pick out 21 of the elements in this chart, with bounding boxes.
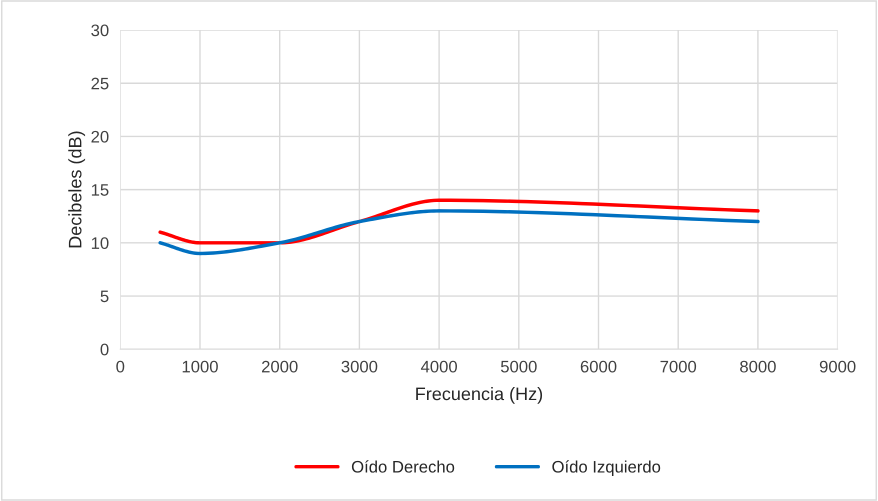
legend-label: Oído Derecho: [352, 460, 454, 473]
x-tick-label: 0: [116, 360, 124, 373]
x-tick-label: 6000: [580, 360, 616, 373]
x-tick-label: 8000: [740, 360, 776, 373]
y-tick-label: 0: [100, 344, 109, 356]
x-tick-label: 9000: [820, 360, 856, 373]
x-tick-label: 7000: [660, 360, 696, 373]
x-axis-title: Frecuencia (Hz): [416, 386, 542, 404]
y-axis-title: Decibeles (dB): [68, 132, 86, 248]
legend-label: Oído Izquierdo: [552, 460, 660, 476]
x-tick-label: 3000: [341, 360, 378, 373]
y-tick-label: 15: [92, 184, 108, 196]
y-tick-label: 10: [92, 237, 109, 250]
x-tick-label: 5000: [500, 360, 537, 373]
x-tick-label: 2000: [262, 360, 298, 373]
x-tick-label: 1000: [182, 360, 218, 373]
x-tick-label: 4000: [420, 360, 457, 373]
y-tick-label: 25: [91, 78, 108, 90]
y-tick-label: 5: [100, 290, 108, 302]
y-tick-label: 30: [91, 24, 109, 36]
y-tick-label: 20: [91, 130, 109, 143]
